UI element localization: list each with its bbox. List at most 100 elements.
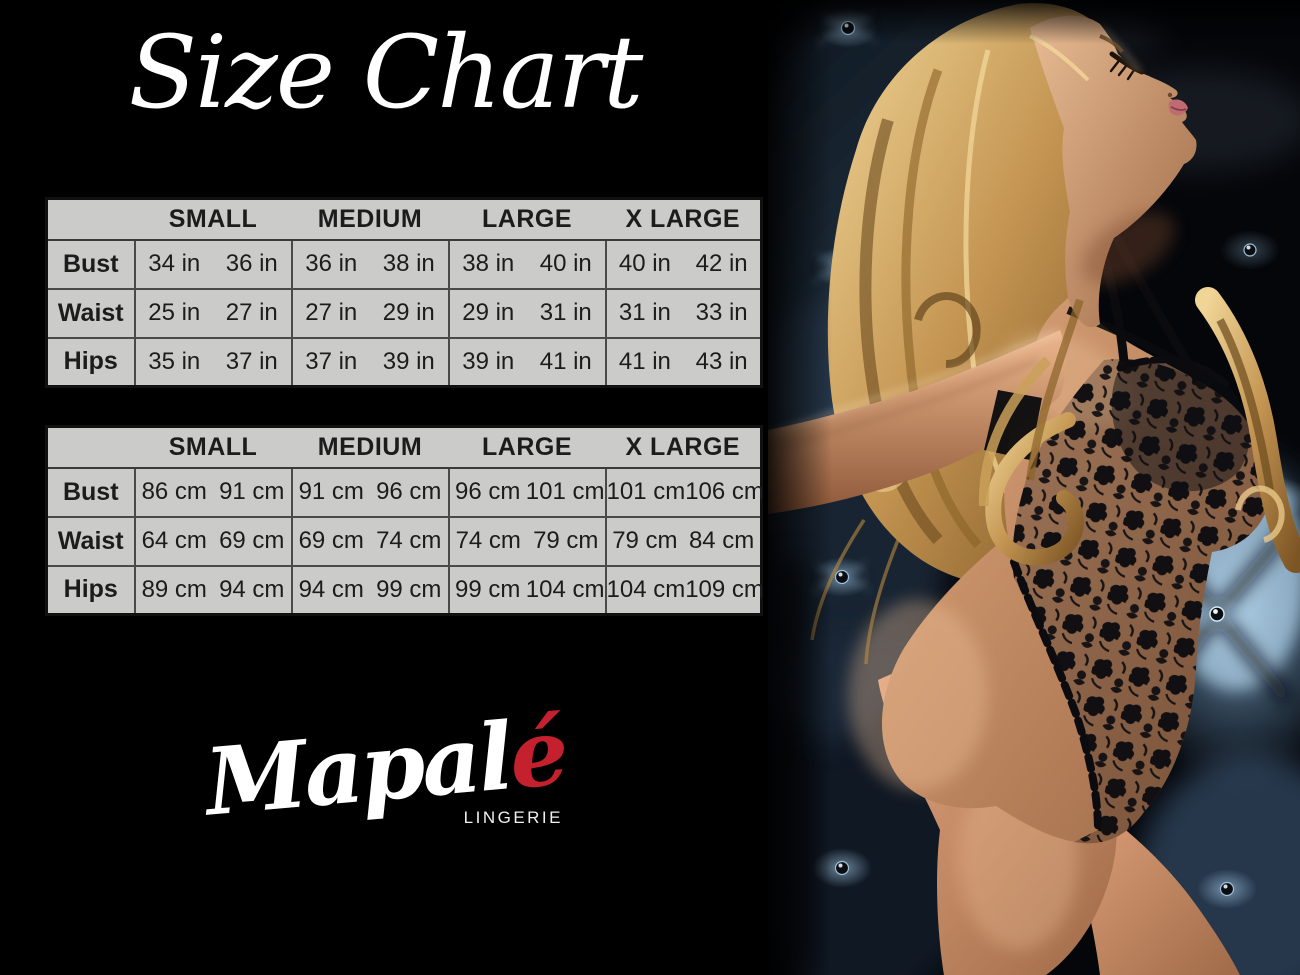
- page-title: Size Chart: [128, 14, 644, 131]
- measurement-value: 27 in: [305, 299, 358, 326]
- measurement-value: 64 cm: [141, 527, 207, 554]
- size-cell: 99 cm 104 cm: [447, 564, 607, 616]
- size-header-xlarge: X LARGE: [605, 198, 762, 241]
- table-row: Bust 34 in 36 in 36 in 38 in 38 in 40 in 40…: [45, 238, 763, 290]
- size-cell: 40 in 42 in: [604, 238, 763, 290]
- measurement-value: 33 in: [695, 299, 748, 326]
- size-header-medium: MEDIUM: [291, 198, 449, 241]
- measurement-value: 109 cm: [685, 575, 764, 603]
- measurement-value: 27 in: [225, 299, 278, 326]
- measurement-value: 29 in: [382, 299, 435, 326]
- measurement-value: 40 in: [618, 250, 671, 277]
- measurement-value: 39 in: [382, 347, 435, 375]
- measurement-row-label: Bust: [45, 238, 136, 290]
- table-row: Hips 35 in 37 in 37 in 39 in 39 in 41 in 41…: [45, 336, 763, 388]
- measurement-value: 39 in: [462, 347, 515, 375]
- measurement-value: 94 cm: [219, 575, 285, 603]
- measurement-value: 38 in: [462, 250, 515, 277]
- measurement-value: 34 in: [148, 250, 201, 277]
- measurement-row-label: Bust: [45, 466, 136, 518]
- size-header-large: LARGE: [448, 198, 606, 241]
- measurement-value: 31 in: [618, 299, 671, 326]
- size-cell: 104 cm 109 cm: [604, 564, 764, 616]
- photo-vignette: [768, 0, 1300, 975]
- brand-subtitle: LINGERIE: [463, 808, 563, 828]
- size-cell: 94 cm 99 cm: [290, 564, 450, 616]
- measurement-value: 38 in: [382, 250, 435, 277]
- measurement-value: 106 cm: [685, 478, 764, 505]
- size-cell: 96 cm 101 cm: [447, 466, 607, 518]
- size-cell: 86 cm 91 cm: [133, 466, 293, 518]
- size-cell: 74 cm 79 cm: [447, 515, 607, 567]
- measurement-value: 104 cm: [525, 575, 605, 603]
- corner-cell: [46, 198, 135, 241]
- size-header-large: LARGE: [448, 426, 606, 469]
- measurement-value: 74 cm: [376, 527, 442, 554]
- size-chart-panel: Size Chart SMALL MEDIUM LARGE X LARGE Bu…: [45, 14, 764, 837]
- size-cell: 89 cm 94 cm: [133, 564, 293, 616]
- measurement-value: 99 cm: [376, 575, 442, 603]
- size-cell: 38 in 40 in: [447, 238, 607, 290]
- size-cell: 36 in 38 in: [290, 238, 450, 290]
- table-header-row: SMALL MEDIUM LARGE X LARGE: [46, 198, 762, 241]
- measurement-value: 69 cm: [219, 527, 285, 554]
- table-row: Waist 25 in 27 in 27 in 29 in 29 in 31 in 3…: [45, 287, 763, 339]
- measurement-row-label: Hips: [45, 336, 136, 388]
- brand-accent-letter: é: [504, 697, 570, 810]
- size-table-centimeters: SMALL MEDIUM LARGE X LARGE Bust 86 cm 91 …: [45, 425, 764, 616]
- corner-cell: [46, 426, 135, 469]
- table-row: Hips 89 cm 94 cm 94 cm 99 cm 99 cm 104 cm 1…: [45, 564, 764, 616]
- measurement-value: 42 in: [695, 250, 748, 277]
- size-cell: 31 in 33 in: [604, 287, 763, 339]
- measurement-value: 99 cm: [454, 575, 521, 603]
- measurement-value: 29 in: [462, 299, 515, 326]
- size-table-inches: SMALL MEDIUM LARGE X LARGE Bust 34 in 36 …: [45, 197, 763, 388]
- size-cell: 41 in 43 in: [604, 336, 763, 388]
- model-face: [1030, 15, 1197, 328]
- measurement-value: 40 in: [539, 250, 592, 277]
- model-photo: [768, 0, 1300, 975]
- measurement-value: 104 cm: [606, 575, 686, 603]
- size-cell: 35 in 37 in: [133, 336, 293, 388]
- measurement-value: 69 cm: [298, 527, 364, 554]
- measurement-value: 43 in: [695, 347, 748, 375]
- size-cell: 37 in 39 in: [290, 336, 450, 388]
- measurement-value: 96 cm: [454, 478, 521, 505]
- measurement-value: 74 cm: [455, 527, 521, 554]
- model-hair-front: [810, 34, 1300, 665]
- measurement-value: 96 cm: [376, 478, 442, 505]
- size-cell: 91 cm 96 cm: [290, 466, 450, 518]
- size-header-medium: MEDIUM: [291, 426, 449, 469]
- measurement-value: 37 in: [305, 347, 358, 375]
- measurement-value: 86 cm: [141, 478, 207, 505]
- measurement-value: 79 cm: [612, 527, 678, 554]
- size-cell: 64 cm 69 cm: [133, 515, 293, 567]
- table-header-row: SMALL MEDIUM LARGE X LARGE: [46, 426, 762, 469]
- measurement-value: 89 cm: [141, 575, 207, 603]
- measurement-value: 41 in: [618, 347, 671, 375]
- table-row: Waist 64 cm 69 cm 69 cm 74 cm 74 cm 79 cm 7…: [45, 515, 763, 567]
- lace-bodysuit: [984, 233, 1272, 844]
- measurement-value: 36 in: [305, 250, 358, 277]
- brand-logo: Mapalé LINGERIE: [145, 697, 625, 836]
- table-row: Bust 86 cm 91 cm 91 cm 96 cm 96 cm 101 cm 1…: [45, 466, 764, 518]
- measurement-value: 41 in: [539, 347, 592, 375]
- measurement-value: 35 in: [148, 347, 201, 375]
- size-cell: 34 in 36 in: [133, 238, 293, 290]
- size-cell: 29 in 31 in: [447, 287, 607, 339]
- measurement-value: 25 in: [148, 299, 201, 326]
- measurement-value: 84 cm: [688, 527, 755, 554]
- measurement-row-label: Waist: [45, 515, 136, 567]
- size-cell: 39 in 41 in: [447, 336, 607, 388]
- size-cell: 27 in 29 in: [290, 287, 450, 339]
- size-header-small: SMALL: [134, 426, 292, 469]
- size-cell: 79 cm 84 cm: [604, 515, 763, 567]
- size-header-xlarge: X LARGE: [605, 426, 762, 469]
- size-cell: 69 cm 74 cm: [290, 515, 450, 567]
- measurement-value: 31 in: [539, 299, 592, 326]
- measurement-value: 79 cm: [533, 527, 599, 554]
- measurement-value: 36 in: [225, 250, 278, 277]
- measurement-row-label: Waist: [45, 287, 136, 339]
- measurement-value: 91 cm: [219, 478, 285, 505]
